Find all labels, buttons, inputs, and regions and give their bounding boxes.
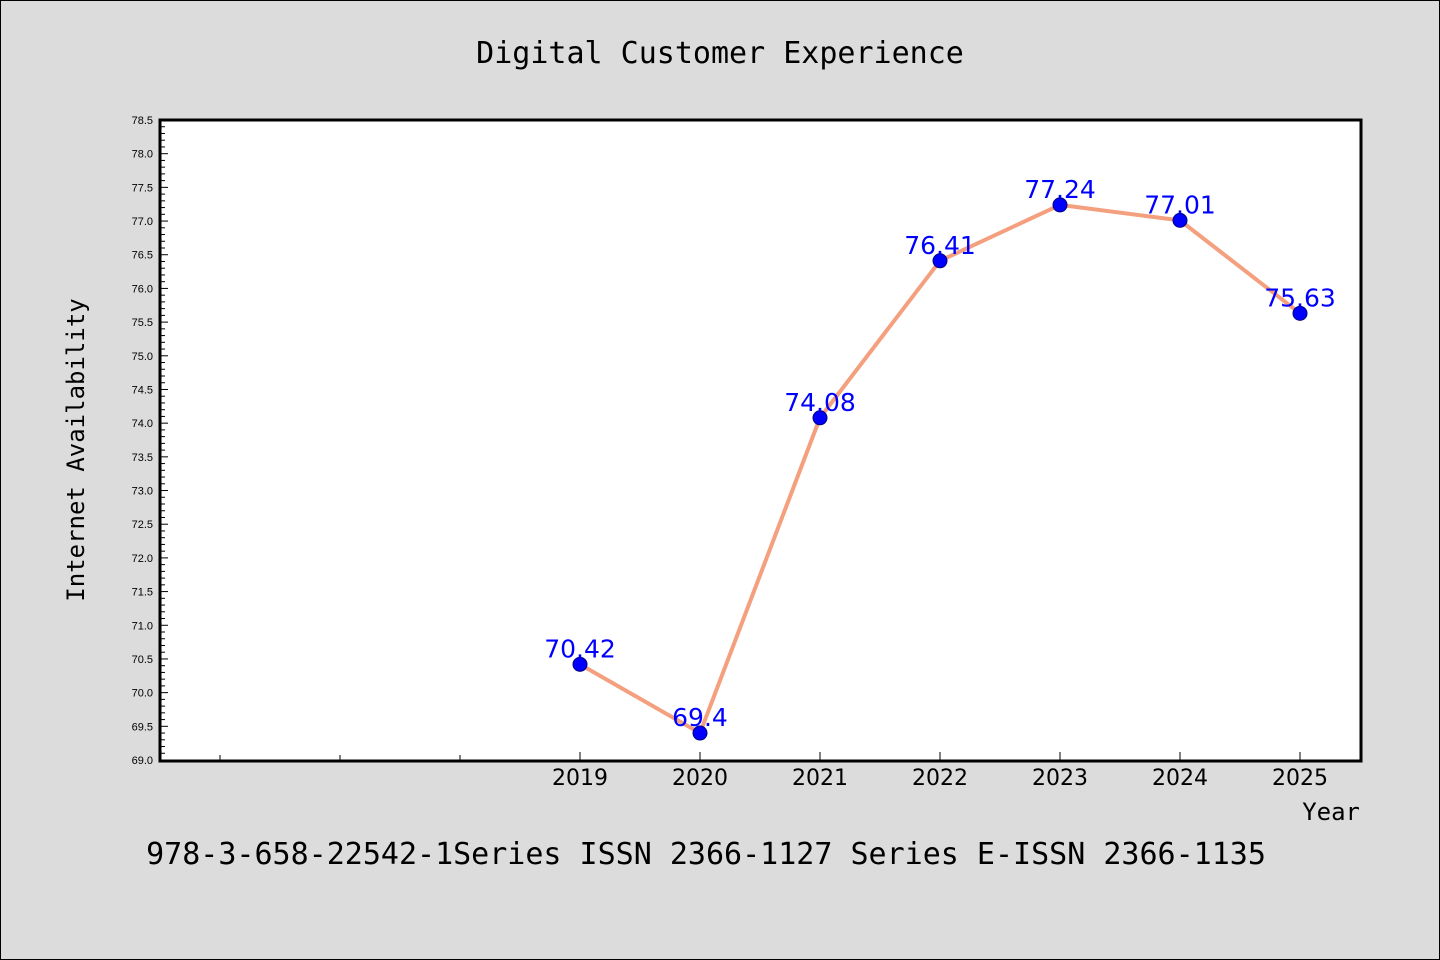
y-tick-label: 70.5 — [132, 654, 153, 666]
y-tick-label: 71.0 — [132, 620, 153, 632]
y-tick-label: 74.0 — [132, 418, 153, 430]
footer-text: 978-3-658-22542-1Series ISSN 2366-1127 S… — [146, 837, 1266, 872]
data-label: 74.08 — [784, 388, 856, 417]
y-tick-label: 73.0 — [132, 486, 153, 498]
x-tick-label: 2024 — [1152, 766, 1208, 791]
data-point — [692, 725, 708, 741]
plot-area — [158, 118, 1363, 763]
y-tick-label: 74.5 — [132, 384, 153, 396]
y-tick-label: 76.0 — [132, 283, 153, 295]
x-tick-label: 2025 — [1272, 766, 1328, 791]
y-tick-label: 77.0 — [132, 216, 153, 228]
data-point — [1052, 197, 1068, 213]
x-tick-label: 2019 — [552, 766, 608, 791]
data-label: 76.41 — [904, 231, 976, 260]
data-label: 77.01 — [1144, 190, 1216, 219]
x-tick-label: 2021 — [792, 766, 848, 791]
x-tick-label: 2020 — [672, 766, 728, 791]
x-tick-label: 2023 — [1032, 766, 1088, 791]
data-label: 69.4 — [672, 703, 728, 732]
y-tick-label: 77.5 — [132, 182, 153, 194]
data-point — [1172, 212, 1188, 228]
chart-title: Digital Customer Experience — [476, 36, 964, 71]
data-point — [932, 253, 948, 269]
x-axis-label: Year — [1302, 798, 1360, 826]
y-tick-label: 75.0 — [132, 351, 153, 363]
data-label: 75.63 — [1264, 283, 1336, 312]
y-tick-label: 75.5 — [132, 317, 153, 329]
y-axis-label: Internet Availability — [62, 298, 90, 601]
y-tick-label: 70.0 — [132, 688, 153, 700]
y-tick-label: 76.5 — [132, 250, 153, 262]
y-tick-label: 78.0 — [132, 149, 153, 161]
x-axis: 2019 2020 2021 2022 2023 2024 2025 — [219, 752, 1328, 791]
data-point — [812, 410, 828, 426]
series-layer: 70.42 69.4 74.08 76.41 77.24 77.01 75.63 — [544, 175, 1336, 741]
y-tick-label: 71.5 — [132, 587, 153, 599]
data-point — [1292, 305, 1308, 321]
y-tick-label: 73.5 — [132, 452, 153, 464]
data-label: 70.42 — [544, 634, 616, 663]
y-tick-label: 69.0 — [132, 755, 153, 767]
y-axis: 69.0 69.5 70.0 70.5 71.0 71.5 72.0 72.5 73.0 73.5… — [132, 115, 168, 767]
y-tick-label: 72.5 — [132, 519, 153, 531]
data-label: 77.24 — [1024, 175, 1096, 204]
y-tick-label: 72.0 — [132, 553, 153, 565]
x-tick-label: 2022 — [912, 766, 968, 791]
y-tick-label: 78.5 — [132, 115, 153, 127]
data-point — [572, 656, 588, 672]
y-tick-label: 69.5 — [132, 721, 153, 733]
